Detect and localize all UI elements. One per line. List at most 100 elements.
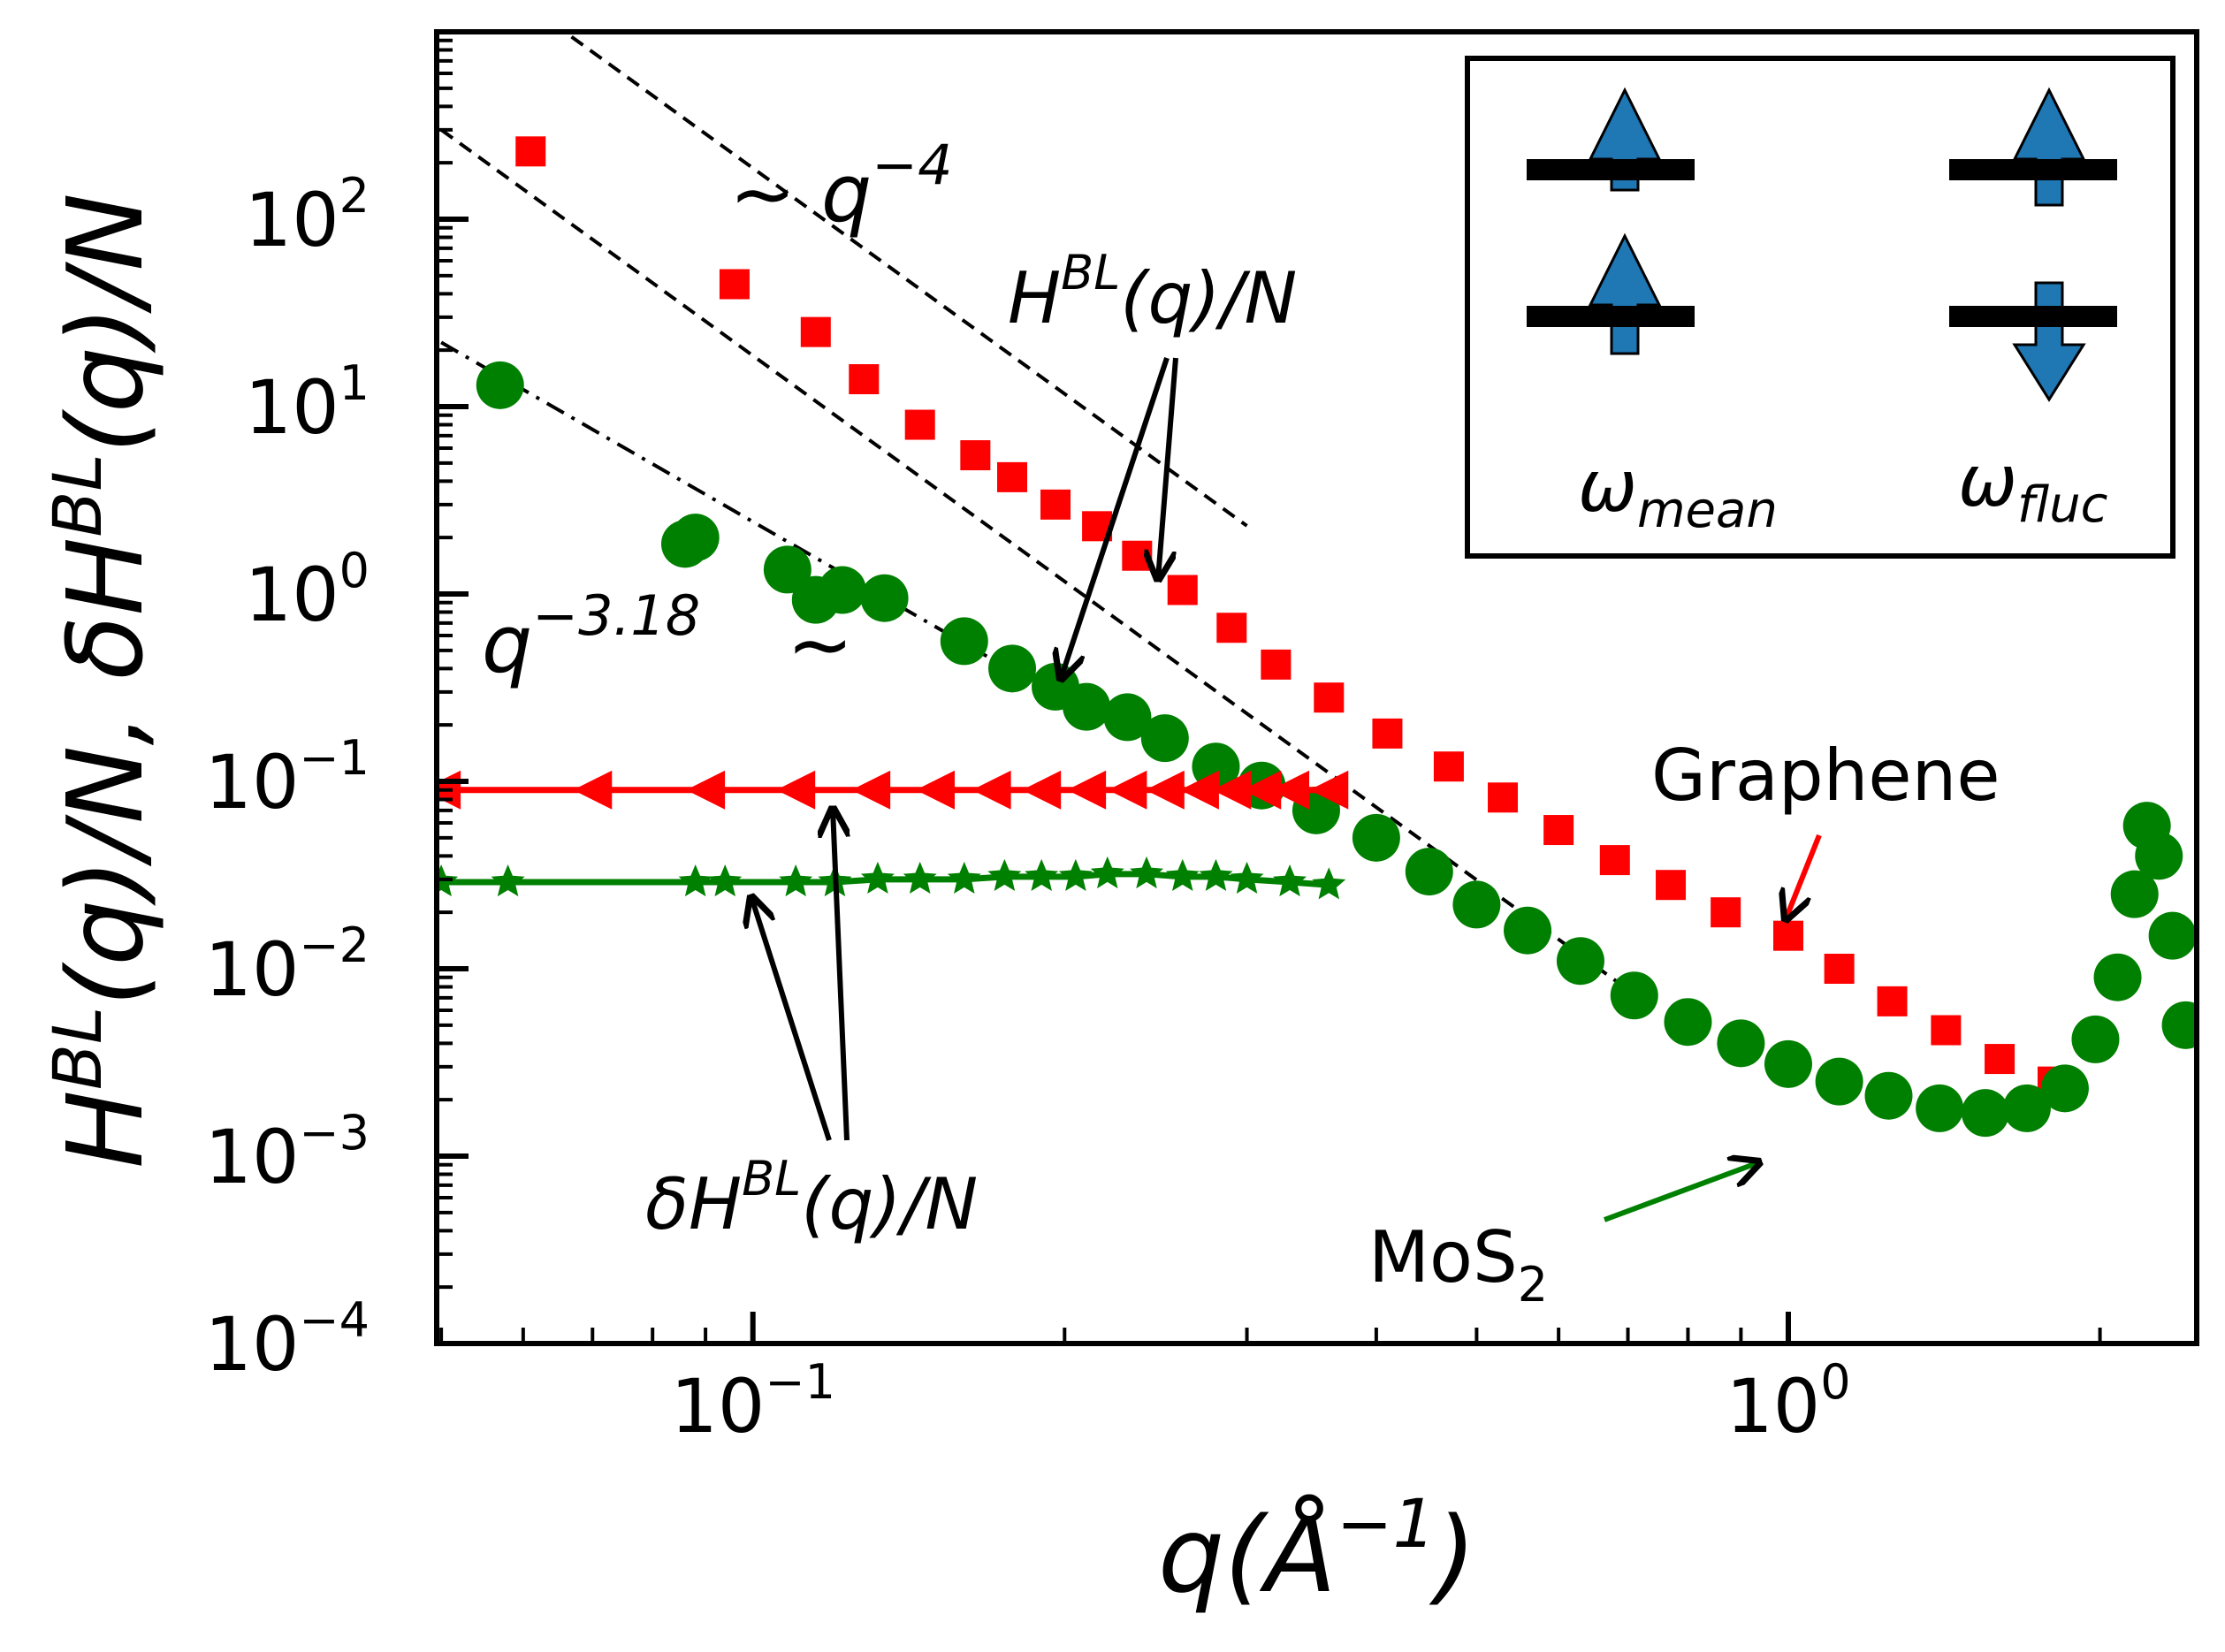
data-point xyxy=(947,861,981,895)
series-2 xyxy=(437,770,1349,810)
arrow-down-icon xyxy=(2012,281,2086,402)
data-point xyxy=(1916,1084,1964,1132)
q318-tilde: ~ xyxy=(787,598,853,691)
data-point xyxy=(1824,954,1855,984)
data-point xyxy=(1212,770,1252,810)
data-point xyxy=(1488,782,1519,813)
data-point xyxy=(2161,1001,2197,1049)
data-point xyxy=(972,770,1011,810)
data-point xyxy=(988,644,1037,693)
data-point xyxy=(940,617,988,666)
data-point xyxy=(2110,870,2159,918)
x-tick-label: 10−1 xyxy=(670,1354,835,1450)
data-point xyxy=(1122,540,1153,571)
layer-bar-icon xyxy=(1949,159,2117,180)
data-point xyxy=(2002,1084,2051,1132)
annotation-arrows xyxy=(751,357,1822,1222)
data-point xyxy=(1452,880,1501,929)
layer-bar-icon xyxy=(1527,306,1695,327)
data-point xyxy=(1312,867,1346,900)
graphene-label: Graphene xyxy=(1651,735,2000,817)
y-tick-label: 101 xyxy=(245,355,370,451)
data-point xyxy=(1108,770,1147,810)
data-point xyxy=(987,858,1022,892)
data-point xyxy=(678,864,712,897)
data-point xyxy=(818,566,866,614)
q318-annotation: q−3.18 xyxy=(482,583,700,691)
y-tick-label: 100 xyxy=(245,543,370,638)
x-axis: 10−1 100 xyxy=(439,1312,2102,1450)
y-tick-label: 10−2 xyxy=(205,917,370,1013)
dh-arrow-2 xyxy=(833,809,847,1141)
data-point xyxy=(915,770,955,810)
data-point xyxy=(1815,1057,1863,1106)
y-tick-label: 10−1 xyxy=(205,730,370,826)
plot-frame xyxy=(434,29,2199,1346)
data-point xyxy=(1504,906,1552,955)
data-point xyxy=(1179,770,1219,810)
data-point xyxy=(1261,649,1292,680)
series-1 xyxy=(476,361,2197,1138)
mean-column: ωmean xyxy=(1527,87,1778,539)
data-point xyxy=(1877,986,1908,1016)
data-point xyxy=(860,574,909,622)
data-point xyxy=(1199,858,1233,892)
arrow-up-icon xyxy=(1588,232,1662,355)
data-point xyxy=(1309,770,1349,810)
dh-arrow-1 xyxy=(751,897,832,1141)
mos2-label: MoS2 xyxy=(1368,1216,1548,1313)
data-point xyxy=(686,770,726,810)
data-point xyxy=(1352,813,1400,862)
data-point xyxy=(1103,693,1152,742)
data-point xyxy=(1433,751,1464,782)
h-arrow-2 xyxy=(1061,357,1170,679)
data-point xyxy=(1772,920,1803,951)
data-point xyxy=(491,864,525,897)
y-axis: 102 101 100 10−1 10−2 10−3 10−4 xyxy=(205,29,469,1388)
data-point xyxy=(779,864,813,897)
y-tick-label: 102 xyxy=(245,168,370,263)
data-point xyxy=(1664,998,1712,1047)
data-point xyxy=(1145,770,1185,810)
data-point xyxy=(573,770,613,810)
h-arrow-1 xyxy=(1158,357,1178,579)
data-point xyxy=(719,269,750,300)
data-point xyxy=(2093,953,2142,1001)
data-point xyxy=(2148,911,2197,960)
y-tick-label: 10−3 xyxy=(205,1105,370,1200)
data-point xyxy=(1711,897,1741,928)
q4-annotation: ~ q−4 xyxy=(729,133,953,240)
data-point xyxy=(800,316,831,347)
series-layer xyxy=(437,136,2197,1138)
data-point xyxy=(1864,1071,1913,1120)
data-point xyxy=(860,861,895,895)
data-point xyxy=(1556,937,1604,986)
data-point xyxy=(1063,682,1111,731)
fluc-column: ωfluc xyxy=(1949,87,2117,534)
data-point xyxy=(1372,718,1403,749)
data-point xyxy=(849,364,880,395)
data-point xyxy=(1961,1089,2009,1138)
legend-fluc-label: ωfluc xyxy=(1958,440,2108,534)
delta-h-bl-label: δHBL(q)/N xyxy=(645,1151,978,1245)
x-tick-label: 100 xyxy=(1726,1354,1850,1450)
h-bl-label: HBL(q)/N xyxy=(1008,245,1297,339)
data-point xyxy=(1610,971,1658,1020)
graphene-arrow xyxy=(1786,834,1822,919)
data-point xyxy=(2135,832,2183,880)
data-point xyxy=(671,514,720,562)
data-point xyxy=(1216,613,1247,643)
data-point xyxy=(997,461,1028,492)
data-point xyxy=(1167,575,1198,605)
data-point xyxy=(1090,856,1124,889)
reference-line-0 xyxy=(561,32,1248,528)
y-axis-title: HBL(q)/N, δHBL(q)/N xyxy=(38,193,166,1169)
data-point xyxy=(1022,770,1062,810)
data-point xyxy=(1273,864,1307,897)
y-tick-label: 10−4 xyxy=(205,1292,370,1388)
data-point xyxy=(960,440,991,471)
layer-bar-icon xyxy=(1949,306,2117,327)
data-point xyxy=(1230,861,1264,895)
data-point xyxy=(1405,848,1453,896)
